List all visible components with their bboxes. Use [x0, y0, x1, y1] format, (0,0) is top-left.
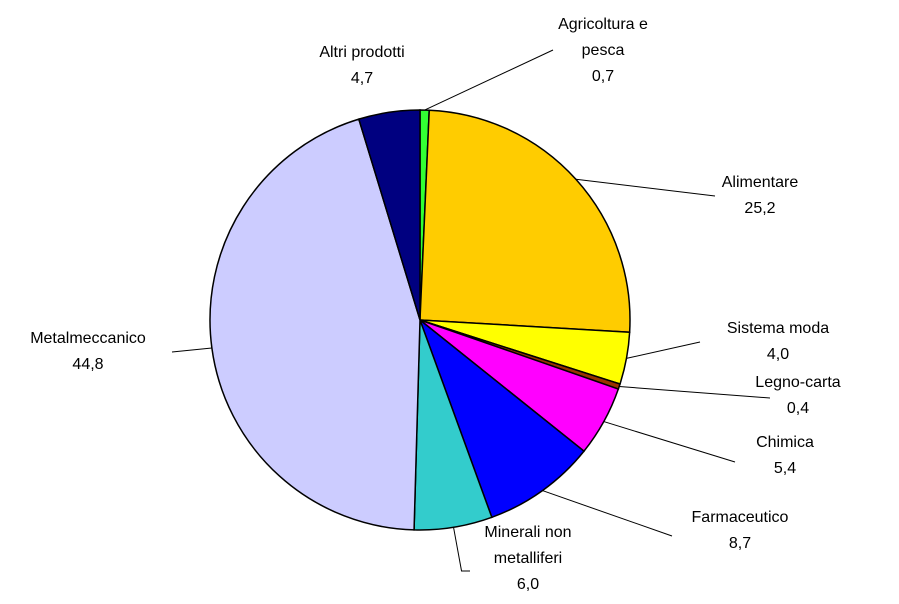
leader-line	[575, 178, 716, 197]
category-label: Sistema moda	[726, 320, 830, 337]
category-label: Farmaceutico	[691, 509, 789, 526]
value-label: 44,8	[72, 356, 104, 373]
leader-line	[171, 347, 212, 353]
leader-line	[626, 341, 701, 359]
value-label: 5,4	[773, 460, 797, 477]
pie-slice	[357, 109, 421, 321]
slice-label: Agricoltura e pesca 0,7	[538, 12, 668, 90]
value-label: 6,0	[516, 576, 540, 593]
category-label: Minerali non metalliferi	[484, 524, 572, 567]
category-label: Chimica	[756, 434, 814, 451]
slice-label: Legno-carta 0,4	[728, 370, 868, 422]
slice-label: Altri prodotti 4,7	[292, 40, 432, 92]
slice-label: Chimica 5,4	[725, 430, 845, 482]
value-label: 8,7	[728, 535, 752, 552]
leader-line	[542, 490, 673, 537]
slice-label: Sistema moda 4,0	[703, 316, 853, 368]
value-label: 25,2	[744, 200, 776, 217]
pie-slice	[209, 118, 421, 531]
category-label: Alimentare	[721, 174, 799, 191]
category-label: Altri prodotti	[319, 44, 405, 61]
leader-line	[603, 421, 736, 463]
pie-slice	[418, 317, 586, 519]
slice-label: Alimentare 25,2	[690, 170, 830, 222]
value-label: 4,0	[766, 346, 790, 363]
slice-label: Farmaceutico 8,7	[670, 505, 810, 557]
pie-slice	[419, 109, 631, 334]
value-label: 4,7	[350, 70, 374, 87]
leader-line	[453, 527, 470, 572]
category-label: Agricoltura e pesca	[558, 16, 648, 59]
leader-line	[619, 386, 771, 399]
slice-label: Metalmeccanico 44,8	[8, 326, 168, 378]
category-label: Metalmeccanico	[30, 330, 146, 347]
value-label: 0,7	[591, 68, 615, 85]
value-label: 0,4	[786, 400, 810, 417]
category-label: Legno-carta	[755, 374, 841, 391]
leader-line	[424, 49, 554, 111]
slice-label: Minerali non metalliferi 6,0	[473, 520, 583, 598]
